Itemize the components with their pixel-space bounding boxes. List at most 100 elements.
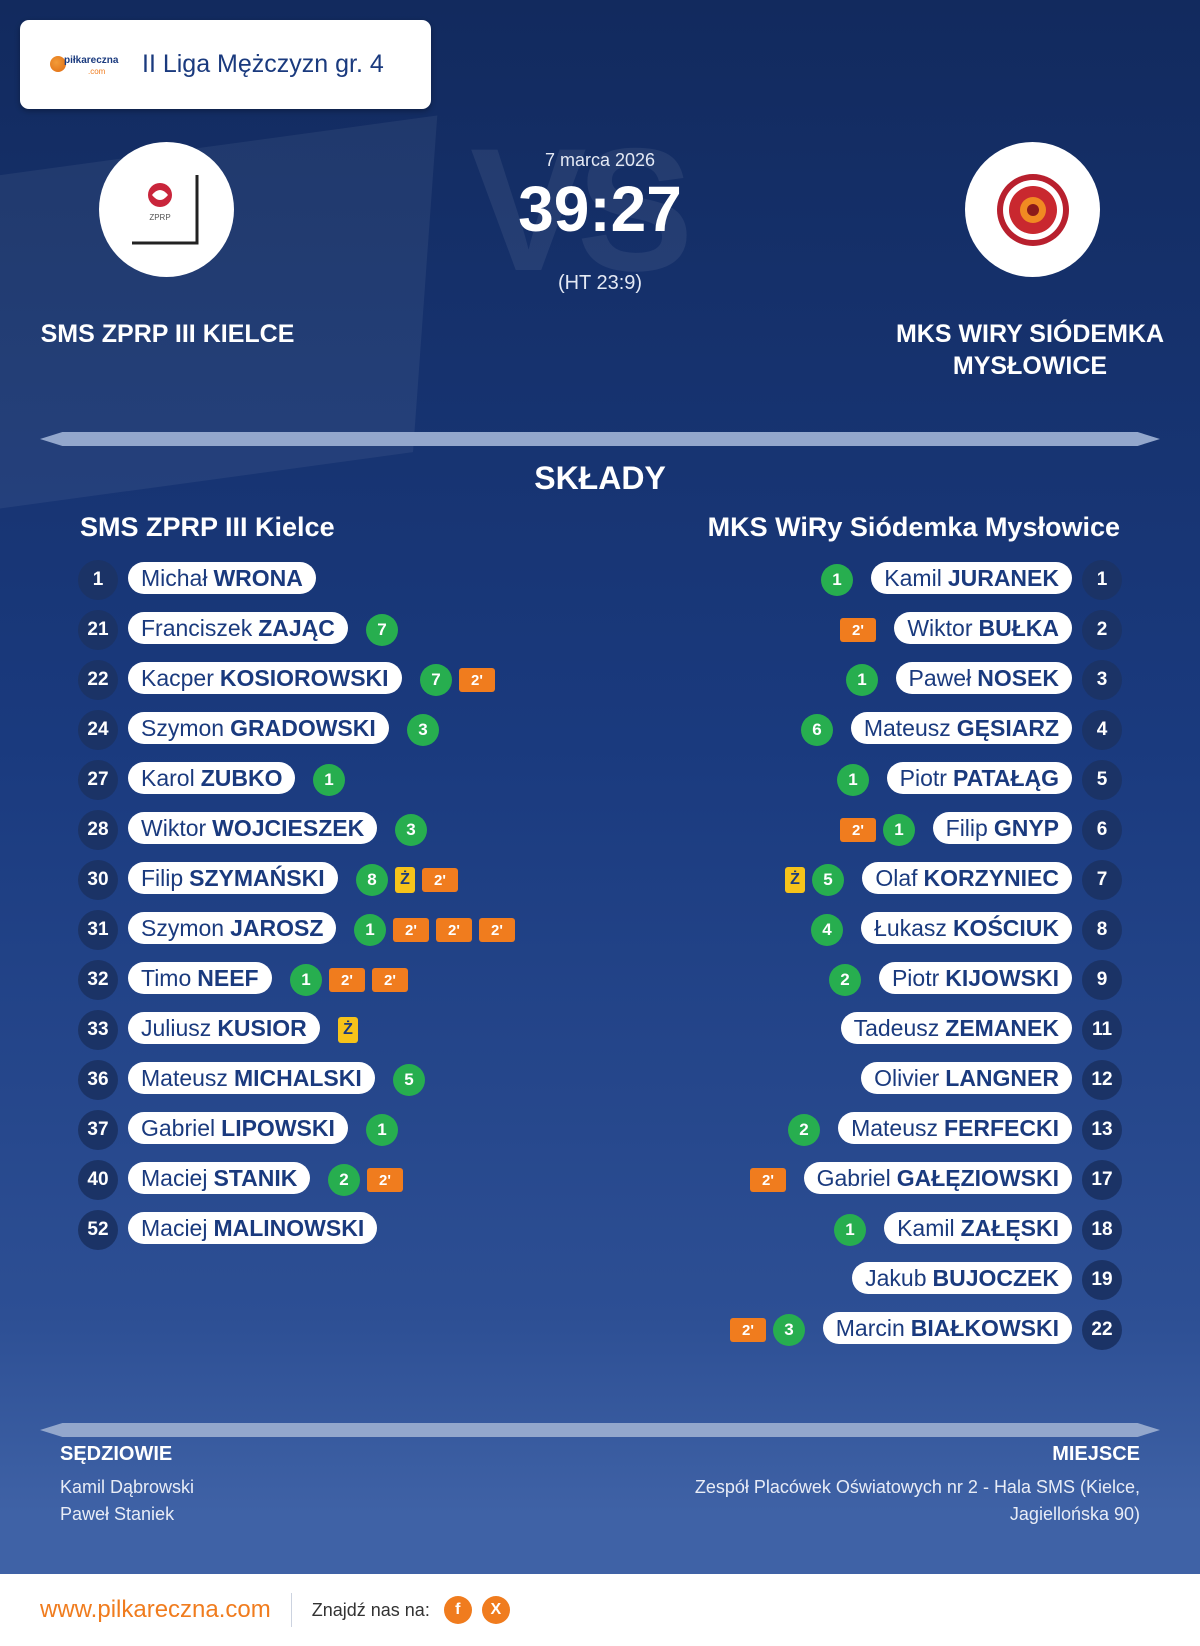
player-name[interactable]: Szymon JAROSZ xyxy=(128,912,337,944)
player-last-name: KOSIOROWSKI xyxy=(219,664,389,691)
svg-text:ZPRP: ZPRP xyxy=(149,213,170,222)
goals-badge: 5 xyxy=(393,1064,425,1096)
player-name[interactable]: Karol ZUBKO xyxy=(128,762,296,794)
goals-badge: 1 xyxy=(821,564,853,596)
player-row: 52 Maciej MALINOWSKI xyxy=(78,1208,598,1258)
player-name[interactable]: Mateusz GĘSIARZ xyxy=(850,712,1072,744)
player-name[interactable]: Kamil JURANEK xyxy=(871,562,1072,594)
player-number: 3 xyxy=(1082,660,1122,700)
goals-badge: 3 xyxy=(773,1314,805,1346)
goals-badge: 1 xyxy=(290,964,322,996)
player-last-name: KUSIOR xyxy=(217,1014,307,1041)
footer-separator xyxy=(290,1593,292,1627)
player-stats: 1 xyxy=(366,1114,398,1146)
player-stats: 1 2' 2' xyxy=(290,964,408,996)
player-name[interactable]: Piotr PATAŁĄG xyxy=(886,762,1072,794)
player-number: 22 xyxy=(78,660,118,700)
player-name[interactable]: Szymon GRADOWSKI xyxy=(128,712,389,744)
player-name[interactable]: Marcin BIAŁKOWSKI xyxy=(822,1312,1072,1344)
suspension-badge: 2' xyxy=(372,968,408,992)
suspension-badge: 2' xyxy=(479,918,515,942)
player-stats: 1 xyxy=(834,1214,866,1246)
player-number: 22 xyxy=(1082,1310,1122,1350)
suspension-badge: 2' xyxy=(436,918,472,942)
player-number: 2 xyxy=(1082,610,1122,650)
player-name[interactable]: Gabriel GAŁĘZIOWSKI xyxy=(803,1162,1072,1194)
mks-crest-icon xyxy=(996,173,1069,246)
player-stats: 3 2' xyxy=(730,1314,805,1346)
player-name[interactable]: Łukasz KOŚCIUK xyxy=(861,912,1072,944)
player-row: 18 Kamil ZAŁĘSKI 1 xyxy=(602,1208,1122,1258)
goals-badge: 1 xyxy=(846,664,878,696)
goals-badge: 8 xyxy=(356,864,388,896)
player-row: 3 Paweł NOSEK 1 xyxy=(602,658,1122,708)
player-last-name: WRONA xyxy=(213,564,303,591)
facebook-icon[interactable]: f xyxy=(443,1596,472,1624)
league-badge[interactable]: piłkareczna .com II Liga Mężczyzn gr. 4 xyxy=(20,20,431,109)
player-row: 8 Łukasz KOŚCIUK 4 xyxy=(602,908,1122,958)
player-name[interactable]: Wiktor BUŁKA xyxy=(894,612,1072,644)
player-last-name: NEEF xyxy=(197,964,259,991)
home-team-logo[interactable]: ZPRP xyxy=(99,142,234,277)
player-last-name: GĘSIARZ xyxy=(956,714,1059,741)
player-last-name: PATAŁĄG xyxy=(952,764,1059,791)
player-name[interactable]: Olivier LANGNER xyxy=(861,1062,1072,1094)
player-number: 11 xyxy=(1082,1010,1122,1050)
player-row: 22 Kacper KOSIOROWSKI 7 2' xyxy=(78,658,598,708)
player-number: 27 xyxy=(78,760,118,800)
player-name[interactable]: Wiktor WOJCIESZEK xyxy=(128,812,378,844)
player-name[interactable]: Juliusz KUSIOR xyxy=(128,1012,320,1044)
player-name[interactable]: Olaf KORZYNIEC xyxy=(862,862,1072,894)
player-name[interactable]: Mateusz MICHALSKI xyxy=(128,1062,375,1094)
goals-badge: 1 xyxy=(834,1214,866,1246)
player-first-name: Michał xyxy=(141,564,208,591)
player-first-name: Kamil xyxy=(884,564,942,591)
player-row: 27 Karol ZUBKO 1 xyxy=(78,758,598,808)
player-last-name: NOSEK xyxy=(977,664,1059,691)
player-name[interactable]: Gabriel LIPOWSKI xyxy=(128,1112,348,1144)
player-name[interactable]: Filip GNYP xyxy=(932,812,1072,844)
player-first-name: Piotr xyxy=(891,964,940,991)
player-number: 7 xyxy=(1082,860,1122,900)
player-name[interactable]: Franciszek ZAJĄC xyxy=(128,612,348,644)
x-icon[interactable]: X xyxy=(481,1596,510,1624)
player-first-name: Olivier xyxy=(874,1064,940,1091)
player-stats: 7 2' xyxy=(420,664,495,696)
player-name[interactable]: Filip SZYMAŃSKI xyxy=(128,862,338,894)
player-name[interactable]: Michał WRONA xyxy=(128,562,316,594)
player-name[interactable]: Kacper KOSIOROWSKI xyxy=(128,662,402,694)
player-last-name: STANIK xyxy=(213,1164,298,1191)
player-row: 31 Szymon JAROSZ 1 2' 2' 2' xyxy=(78,908,598,958)
player-name[interactable]: Maciej MALINOWSKI xyxy=(128,1212,378,1244)
player-name[interactable]: Timo NEEF xyxy=(128,962,272,994)
goals-badge: 2 xyxy=(328,1164,360,1196)
player-row: 12 Olivier LANGNER xyxy=(602,1058,1122,1108)
player-number: 13 xyxy=(1082,1110,1122,1150)
home-lineup: 1 Michał WRONA 21 Franciszek ZAJĄC 7 22 Kacper KO… xyxy=(78,558,598,1258)
site-link[interactable]: www.pilkareczna.com xyxy=(40,1596,271,1623)
away-team-logo[interactable] xyxy=(965,142,1100,277)
goals-badge: 3 xyxy=(407,714,439,746)
player-name[interactable]: Maciej STANIK xyxy=(128,1162,311,1194)
player-row: 4 Mateusz GĘSIARZ 6 xyxy=(602,708,1122,758)
player-name[interactable]: Tadeusz ZEMANEK xyxy=(840,1012,1072,1044)
away-lineup-title: MKS WiRy Siódemka Mysłowice xyxy=(707,512,1120,542)
suspension-badge: 2' xyxy=(840,618,876,642)
player-stats: 5 xyxy=(393,1064,425,1096)
player-first-name: Maciej xyxy=(141,1214,208,1241)
player-row: 1 Michał WRONA xyxy=(78,558,598,608)
player-name[interactable]: Mateusz FERFECKI xyxy=(838,1112,1072,1144)
player-name[interactable]: Kamil ZAŁĘSKI xyxy=(884,1212,1072,1244)
player-last-name: MICHALSKI xyxy=(233,1064,362,1091)
player-last-name: ZAJĄC xyxy=(258,614,335,641)
player-name[interactable]: Piotr KIJOWSKI xyxy=(878,962,1072,994)
player-name[interactable]: Jakub BUJOCZEK xyxy=(852,1262,1072,1294)
player-number: 36 xyxy=(78,1060,118,1100)
player-stats: 8 Ż 2' xyxy=(356,864,458,896)
player-name[interactable]: Paweł NOSEK xyxy=(895,662,1072,694)
player-first-name: Szymon xyxy=(141,914,225,941)
match-date: 7 marca 2026 xyxy=(544,150,656,170)
player-row: 36 Mateusz MICHALSKI 5 xyxy=(78,1058,598,1108)
player-row: 9 Piotr KIJOWSKI 2 xyxy=(602,958,1122,1008)
